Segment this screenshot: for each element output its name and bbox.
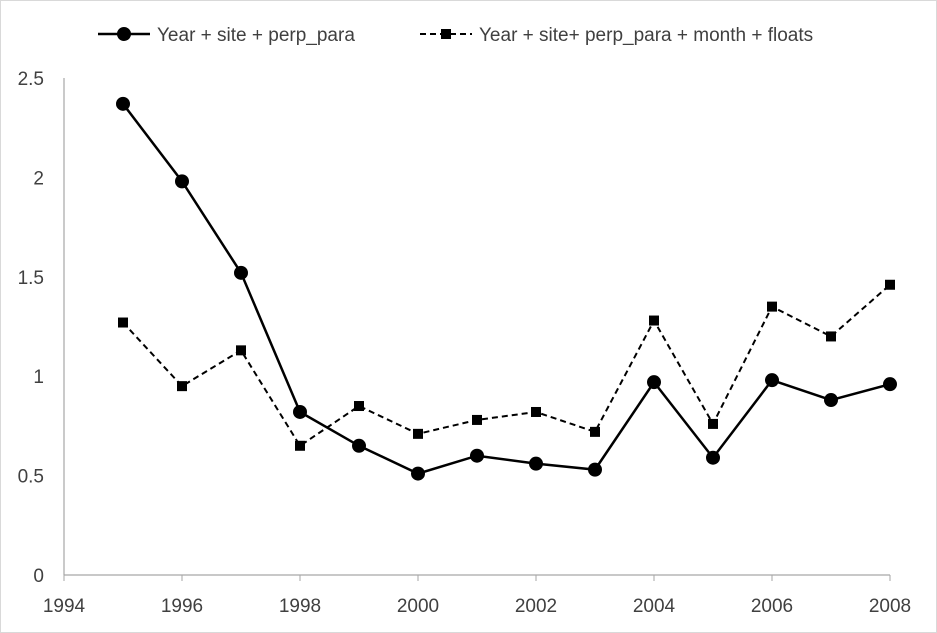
series-1-point <box>647 375 661 390</box>
x-tick-label: 2002 <box>515 596 557 617</box>
series-1-point <box>470 448 484 463</box>
series-2-point <box>590 426 600 437</box>
y-tick-label: 1 <box>33 367 44 388</box>
series-2-point <box>118 317 128 328</box>
series-1-point <box>706 450 720 465</box>
series-1-point <box>352 438 366 453</box>
y-tick-label: 0 <box>33 566 44 587</box>
series-1-point <box>883 377 897 392</box>
series-1-point <box>411 466 425 481</box>
series-2-point <box>826 331 836 342</box>
series-1-point <box>116 96 130 111</box>
series-1-point <box>175 174 189 189</box>
series-1-point <box>529 456 543 471</box>
series-2-point <box>767 301 777 312</box>
series-1-point <box>234 265 248 280</box>
series-2-point <box>649 315 659 326</box>
x-tick-label: 1998 <box>279 596 321 617</box>
x-tick-label: 1994 <box>43 596 86 617</box>
series-2-point <box>413 428 423 439</box>
y-tick-label: 0.5 <box>18 467 44 488</box>
series-1-point <box>588 462 602 477</box>
series-1-point <box>765 373 779 388</box>
tick-labels: 1994 1996 1998 2000 2002 2004 2006 2008 0 0.5 1 1.5… <box>18 69 912 617</box>
series-2-point <box>472 414 482 425</box>
y-tick-label: 2 <box>33 168 44 189</box>
legend-marker-series-1 <box>117 27 131 41</box>
series-2-point <box>177 381 187 392</box>
series-2-point <box>885 279 895 290</box>
series-1-line <box>122 103 891 475</box>
series-2-point <box>354 401 364 412</box>
series-1-point <box>824 393 838 408</box>
series-2-point <box>531 406 541 417</box>
series-2-point <box>236 345 246 356</box>
series-2-line <box>122 283 891 448</box>
x-tick-label: 1996 <box>161 596 203 617</box>
legend-label-series-1: Year + site + perp_para <box>157 25 355 46</box>
x-tick-label: 2000 <box>397 596 439 617</box>
series-1-point <box>293 404 307 419</box>
series-2-point <box>295 440 305 451</box>
y-tick-label: 2.5 <box>18 69 44 90</box>
legend: Year + site + perp_para Year + site+ per… <box>98 25 813 46</box>
x-tick-label: 2004 <box>633 596 676 617</box>
legend-label-series-2: Year + site+ perp_para + month + floats <box>479 25 813 46</box>
x-tick-label: 2006 <box>751 596 793 617</box>
x-tick-label: 2008 <box>869 596 911 617</box>
series-layer <box>116 96 897 481</box>
axes <box>63 78 891 581</box>
series-2-point <box>708 418 718 429</box>
y-tick-label: 1.5 <box>18 268 44 289</box>
legend-marker-series-2 <box>441 29 451 39</box>
